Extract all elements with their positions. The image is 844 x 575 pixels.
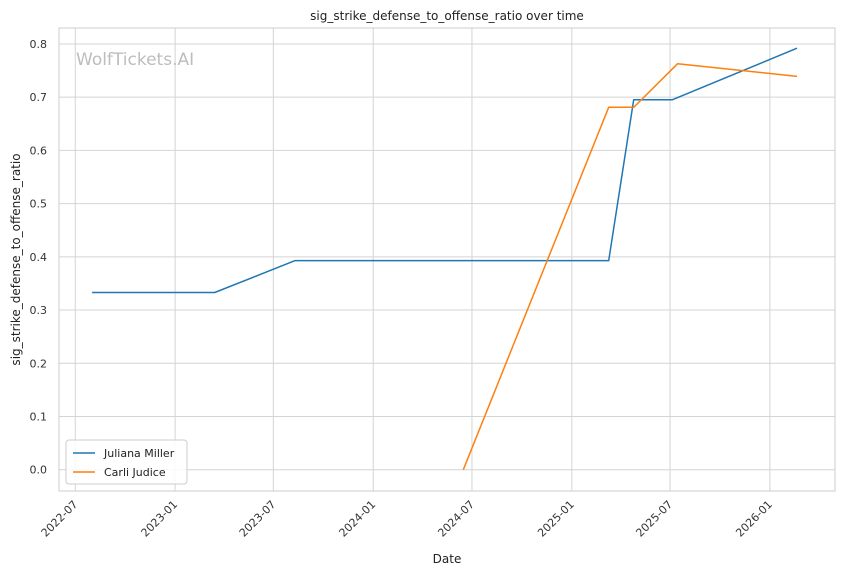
y-tick-label: 0.1 [30,410,48,423]
y-axis-ticks: 0.0 0.1 0.2 0.3 0.4 0.5 0.6 0.7 0.8 [30,38,48,477]
series-layer [92,47,798,470]
y-tick-label: 0.0 [30,464,48,477]
plot-frame [58,27,836,492]
y-tick-label: 0.3 [30,304,48,317]
legend: Juliana Miller Carli Judice [65,439,188,485]
y-axis-title: sig_strike_defense_to_offense_ratio [9,153,23,365]
y-tick-label: 0.8 [30,38,48,51]
x-axis-title: Date [433,552,462,566]
grid [59,28,835,491]
y-tick-label: 0.5 [30,198,48,211]
y-tick-label: 0.2 [30,357,48,370]
legend-label: Juliana Miller [103,447,175,460]
y-tick-label: 0.4 [30,251,48,264]
series-line-carli-judice [462,62,798,470]
y-tick-label: 0.7 [30,91,48,104]
legend-box [65,439,188,485]
legend-label: Carli Judice [104,466,166,479]
series-line-juliana-miller [92,47,798,294]
watermark: WolfTickets.AI [76,50,194,70]
y-tick-label: 0.6 [30,144,48,157]
plot-area [59,28,835,491]
chart-title: sig_strike_defense_to_offense_ratio over… [310,9,584,23]
